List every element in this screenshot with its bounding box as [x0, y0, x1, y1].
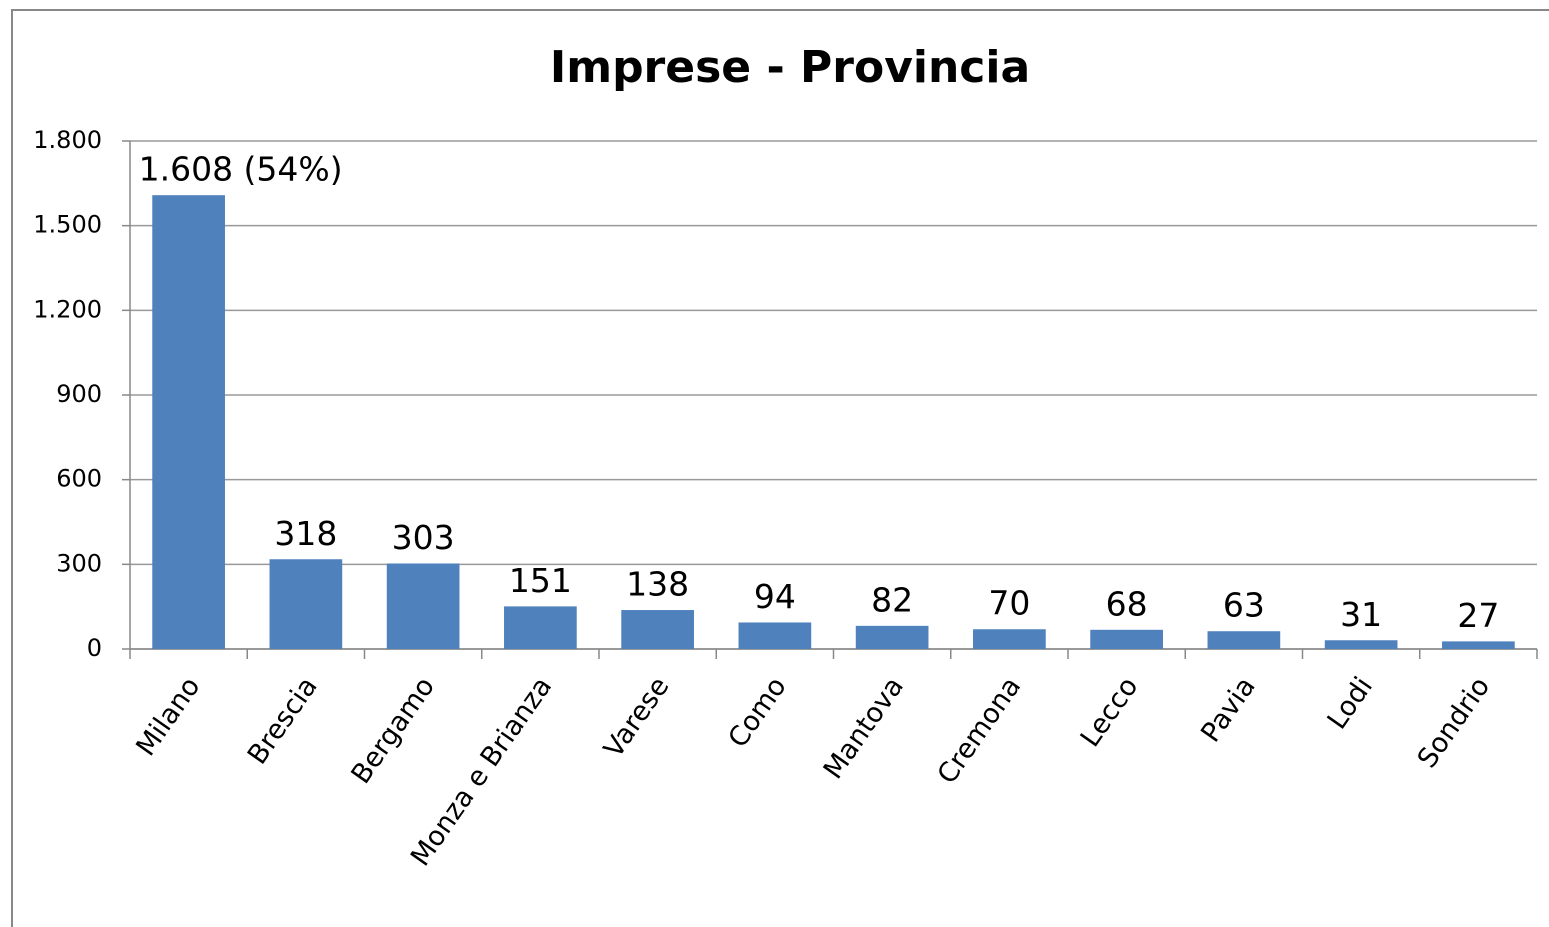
x-tick-label: Cremona — [932, 672, 1028, 790]
bar — [1442, 641, 1515, 649]
bar — [1324, 640, 1398, 649]
y-tick-label: 0 — [87, 634, 102, 662]
data-label: 94 — [754, 577, 796, 616]
bar — [1090, 629, 1163, 649]
y-tick-label: 300 — [56, 549, 102, 577]
bar — [738, 622, 812, 649]
data-label: 68 — [1106, 584, 1148, 623]
data-label: 70 — [988, 584, 1030, 623]
chart-title: Imprese - Provincia — [550, 42, 1030, 93]
data-label: 27 — [1457, 596, 1499, 635]
x-tick-label: Lodi — [1322, 672, 1379, 735]
x-tick-label: Milano — [130, 672, 206, 762]
x-tick-label: Pavia — [1195, 672, 1261, 748]
x-tick-label: Bergamo — [345, 672, 441, 790]
data-label: 151 — [509, 561, 572, 600]
x-tick-label: Brescia — [242, 672, 324, 771]
data-label: 31 — [1340, 595, 1382, 634]
y-tick-label: 900 — [56, 380, 102, 408]
bar — [504, 606, 577, 649]
data-label: 138 — [626, 565, 689, 604]
x-tick-label: Varese — [598, 672, 675, 764]
bar — [152, 195, 225, 650]
y-tick-label: 1.200 — [33, 295, 102, 323]
bar — [621, 610, 694, 649]
y-tick-label: 600 — [56, 465, 102, 493]
x-tick-label: Mantova — [818, 672, 910, 785]
data-label: 1.608 (54%) — [139, 150, 343, 189]
chart-frame — [11, 9, 1549, 927]
x-tick-label: Sondrio — [1412, 672, 1496, 774]
bar — [386, 563, 460, 649]
x-tick-label: Como — [723, 672, 793, 754]
bar — [1207, 631, 1281, 649]
data-label: 63 — [1223, 586, 1265, 625]
data-label: 303 — [392, 518, 455, 557]
data-label: 318 — [274, 514, 337, 553]
x-tick-label: Lecco — [1075, 672, 1145, 753]
bar — [973, 629, 1046, 649]
y-tick-label: 1.800 — [33, 126, 102, 154]
bar — [269, 559, 343, 649]
data-label: 82 — [871, 580, 913, 619]
bar — [855, 625, 929, 649]
y-tick-label: 1.500 — [33, 211, 102, 239]
